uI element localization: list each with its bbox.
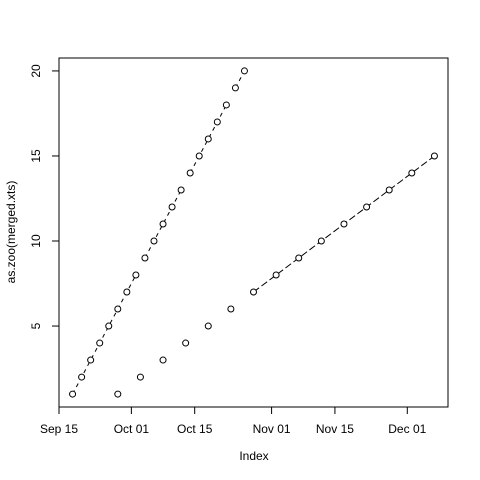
point [114, 390, 122, 398]
point [204, 135, 212, 143]
series-line [189, 104, 227, 174]
point [150, 237, 158, 245]
point [250, 288, 257, 296]
point [159, 356, 167, 364]
point [213, 118, 221, 126]
x-tick-label: Nov 15 [316, 422, 354, 436]
point [69, 390, 77, 398]
point [132, 271, 140, 279]
point [295, 254, 303, 262]
point [114, 305, 122, 313]
y-axis-label: as.zoo(merged.xts) [4, 181, 18, 284]
plot-box [58, 57, 449, 408]
point [222, 101, 230, 109]
point [430, 152, 438, 160]
point [186, 169, 194, 177]
x-tick-label: Dec 01 [388, 422, 426, 436]
point [141, 254, 149, 262]
x-tick-label: Oct 15 [177, 422, 213, 436]
point [78, 373, 86, 381]
x-tick-label: Nov 01 [253, 422, 291, 436]
y-tick-label: 5 [29, 322, 43, 329]
point [159, 220, 167, 228]
point [182, 339, 190, 347]
point [227, 305, 235, 313]
point [177, 186, 185, 194]
point [96, 339, 104, 347]
point [136, 373, 144, 381]
series-line [144, 189, 182, 259]
point [240, 67, 248, 75]
point [231, 84, 239, 92]
point [272, 271, 280, 279]
point [385, 186, 393, 194]
y-tick-label: 10 [29, 234, 43, 248]
point [408, 169, 416, 177]
y-tick-label: 20 [29, 64, 43, 78]
x-tick-label: Oct 01 [114, 422, 150, 436]
point [363, 203, 371, 211]
point [340, 220, 348, 228]
point [123, 288, 131, 296]
point [87, 356, 95, 364]
point [195, 152, 203, 160]
point [204, 322, 212, 330]
x-axis-label: Index [239, 449, 268, 463]
x-tick-label: Sep 15 [40, 422, 78, 436]
point [317, 237, 325, 245]
y-tick-label: 15 [29, 149, 43, 163]
point [105, 322, 113, 330]
point [168, 203, 176, 211]
